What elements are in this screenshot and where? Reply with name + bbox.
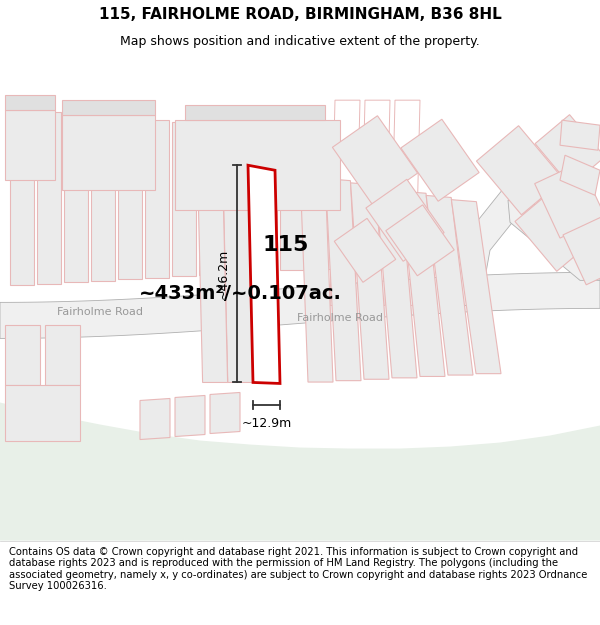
Polygon shape bbox=[199, 124, 223, 275]
Text: Map shows position and indicative extent of the property.: Map shows position and indicative extent… bbox=[120, 35, 480, 48]
Polygon shape bbox=[535, 162, 600, 238]
Text: Fairholme Road: Fairholme Road bbox=[57, 308, 143, 318]
Polygon shape bbox=[145, 120, 169, 278]
Polygon shape bbox=[0, 272, 600, 338]
Polygon shape bbox=[5, 110, 55, 180]
Polygon shape bbox=[350, 183, 389, 379]
Polygon shape bbox=[118, 118, 142, 279]
Polygon shape bbox=[37, 112, 61, 284]
Polygon shape bbox=[64, 114, 88, 282]
Polygon shape bbox=[451, 199, 501, 374]
Polygon shape bbox=[140, 399, 170, 439]
Polygon shape bbox=[476, 126, 563, 215]
Text: 115, FAIRHOLME ROAD, BIRMINGHAM, B36 8HL: 115, FAIRHOLME ROAD, BIRMINGHAM, B36 8HL bbox=[98, 8, 502, 22]
Polygon shape bbox=[515, 189, 595, 271]
Polygon shape bbox=[366, 179, 444, 261]
Polygon shape bbox=[560, 120, 600, 150]
Polygon shape bbox=[386, 205, 454, 276]
Text: Fairholme Road: Fairholme Road bbox=[297, 313, 383, 323]
Polygon shape bbox=[307, 132, 331, 269]
Polygon shape bbox=[5, 386, 80, 441]
Text: ~46.2m: ~46.2m bbox=[217, 249, 229, 299]
Polygon shape bbox=[508, 200, 600, 281]
Polygon shape bbox=[535, 114, 600, 186]
Polygon shape bbox=[280, 130, 304, 271]
Polygon shape bbox=[325, 179, 361, 381]
Polygon shape bbox=[197, 171, 227, 382]
Text: ~12.9m: ~12.9m bbox=[241, 417, 292, 430]
Polygon shape bbox=[172, 122, 196, 276]
Polygon shape bbox=[440, 180, 530, 306]
Polygon shape bbox=[5, 326, 40, 386]
Polygon shape bbox=[376, 187, 417, 378]
Polygon shape bbox=[223, 168, 253, 382]
Polygon shape bbox=[62, 115, 155, 190]
Polygon shape bbox=[10, 110, 34, 286]
Polygon shape bbox=[401, 191, 445, 376]
Polygon shape bbox=[248, 165, 280, 384]
Polygon shape bbox=[175, 120, 340, 210]
Polygon shape bbox=[5, 95, 55, 110]
Polygon shape bbox=[401, 119, 479, 201]
Polygon shape bbox=[560, 155, 600, 195]
Text: ~433m²/~0.107ac.: ~433m²/~0.107ac. bbox=[139, 284, 341, 303]
Polygon shape bbox=[62, 100, 155, 115]
Polygon shape bbox=[253, 128, 277, 272]
Polygon shape bbox=[426, 196, 473, 375]
Polygon shape bbox=[226, 126, 250, 273]
Polygon shape bbox=[210, 392, 240, 434]
Polygon shape bbox=[334, 218, 396, 282]
Text: Contains OS data © Crown copyright and database right 2021. This information is : Contains OS data © Crown copyright and d… bbox=[9, 546, 587, 591]
Polygon shape bbox=[300, 174, 333, 382]
Polygon shape bbox=[0, 402, 600, 541]
Polygon shape bbox=[175, 396, 205, 436]
Polygon shape bbox=[91, 116, 115, 281]
Polygon shape bbox=[185, 105, 325, 120]
Polygon shape bbox=[332, 116, 418, 205]
Text: 115: 115 bbox=[263, 236, 309, 256]
Polygon shape bbox=[563, 216, 600, 285]
Polygon shape bbox=[45, 326, 80, 386]
